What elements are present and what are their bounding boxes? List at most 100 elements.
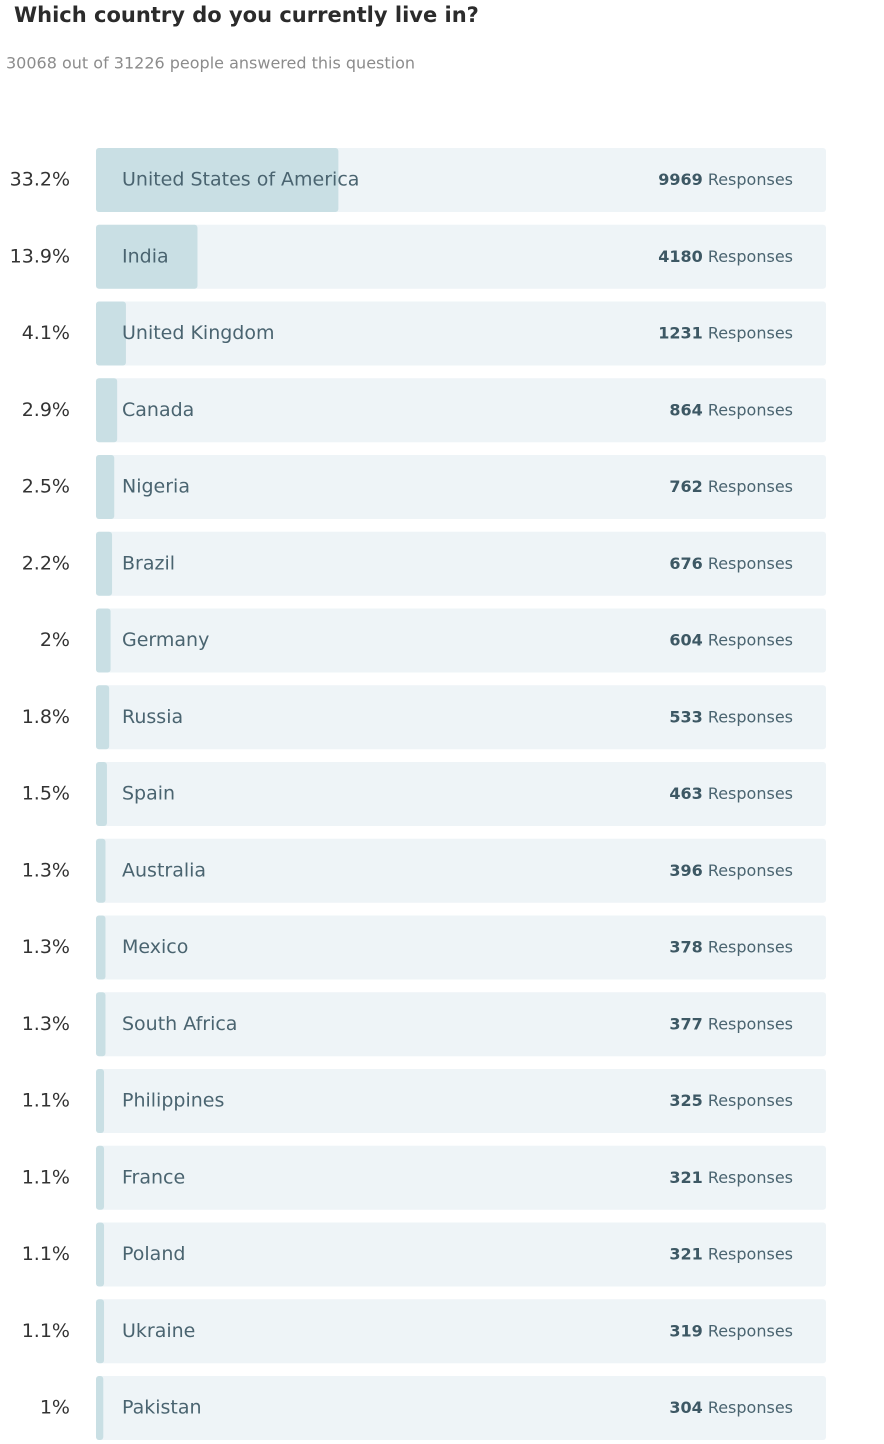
percent-label: 1.3%: [22, 859, 70, 881]
bar: [96, 148, 339, 212]
response-number: 676: [669, 553, 702, 572]
response-count: 9969 Responses: [658, 170, 793, 189]
response-unit: Responses: [708, 937, 793, 956]
bar-track: [96, 224, 826, 289]
country-label: Spain: [122, 783, 175, 805]
response-count: 463 Responses: [669, 784, 793, 803]
bar-track: [96, 1222, 826, 1287]
response-unit: Responses: [708, 1321, 793, 1340]
bar: [96, 378, 118, 443]
response-number: 321: [669, 1167, 702, 1186]
country-label: India: [122, 245, 169, 267]
response-unit: Responses: [708, 630, 793, 649]
chart-subtitle: 30068 out of 31226 people answered this …: [6, 54, 415, 73]
response-unit: Responses: [708, 323, 793, 342]
response-count: 378 Responses: [669, 937, 793, 956]
percent-label: 2%: [40, 629, 70, 651]
percent-label: 2.2%: [22, 552, 70, 574]
bar: [96, 1069, 105, 1133]
country-label: Brazil: [122, 552, 175, 574]
percent-label: 1.1%: [22, 1243, 70, 1265]
bar-track: [96, 1376, 826, 1440]
bar: [96, 224, 198, 289]
response-unit: Responses: [708, 860, 793, 879]
country-label: Ukraine: [122, 1320, 195, 1342]
bar-track: [96, 455, 826, 519]
response-number: 304: [669, 1398, 702, 1417]
percent-label: 33.2%: [10, 169, 70, 191]
response-number: 604: [669, 630, 702, 649]
response-number: 1231: [658, 323, 703, 342]
bar-track: [96, 608, 826, 673]
country-label: France: [122, 1166, 185, 1188]
percent-label: 1.8%: [22, 706, 70, 728]
country-label: Canada: [122, 399, 194, 421]
response-unit: Responses: [708, 1014, 793, 1033]
bar-track: [96, 685, 826, 750]
response-count: 377 Responses: [669, 1014, 793, 1033]
response-unit: Responses: [708, 1091, 793, 1110]
bar-track: [96, 992, 826, 1057]
response-number: 319: [669, 1321, 702, 1340]
response-unit: Responses: [708, 707, 793, 726]
response-count: 864 Responses: [669, 400, 793, 419]
response-number: 321: [669, 1244, 702, 1263]
percent-label: 1.1%: [22, 1090, 70, 1112]
bar: [96, 992, 106, 1057]
percent-label: 1.3%: [22, 936, 70, 958]
response-number: 9969: [658, 170, 703, 189]
percent-label: 2.5%: [22, 476, 70, 498]
response-number: 325: [669, 1091, 702, 1110]
bar: [96, 915, 106, 980]
response-unit: Responses: [708, 246, 793, 265]
bar-track: [96, 1069, 826, 1133]
bar: [96, 301, 126, 366]
chart-title: Which country do you currently live in?: [14, 3, 479, 27]
response-unit: Responses: [708, 553, 793, 572]
bar: [96, 531, 113, 596]
response-count: 1231 Responses: [658, 323, 793, 342]
response-number: 533: [669, 707, 702, 726]
response-unit: Responses: [708, 784, 793, 803]
bar: [96, 1299, 105, 1364]
percent-label: 1.5%: [22, 783, 70, 805]
response-count: 321 Responses: [669, 1244, 793, 1263]
bar: [96, 685, 110, 750]
bar-track: [96, 531, 826, 596]
response-count: 533 Responses: [669, 707, 793, 726]
response-number: 762: [669, 477, 702, 496]
country-label: Germany: [122, 629, 209, 651]
bar: [96, 1145, 105, 1210]
bar: [96, 455, 115, 519]
response-number: 378: [669, 937, 702, 956]
country-label: Nigeria: [122, 476, 190, 498]
bar-track: [96, 838, 826, 903]
response-number: 377: [669, 1014, 702, 1033]
percent-label: 2.9%: [22, 399, 70, 421]
response-unit: Responses: [708, 477, 793, 496]
bar-track: [96, 915, 826, 980]
bar-track: [96, 301, 826, 366]
bar-track: [96, 1145, 826, 1210]
response-unit: Responses: [708, 1167, 793, 1186]
percent-label: 13.9%: [10, 245, 70, 267]
response-unit: Responses: [708, 170, 793, 189]
country-label: Philippines: [122, 1090, 224, 1112]
response-count: 396 Responses: [669, 860, 793, 879]
response-count: 325 Responses: [669, 1091, 793, 1110]
country-label: Pakistan: [122, 1397, 202, 1419]
country-label: South Africa: [122, 1013, 237, 1035]
response-count: 762 Responses: [669, 477, 793, 496]
response-count: 4180 Responses: [658, 246, 793, 265]
bar-track: [96, 762, 826, 826]
bar: [96, 1376, 104, 1440]
response-unit: Responses: [708, 400, 793, 419]
bar-track: [96, 378, 826, 443]
response-number: 864: [669, 400, 702, 419]
percent-label: 1%: [40, 1397, 70, 1419]
country-label: United Kingdom: [122, 322, 275, 344]
bar: [96, 838, 106, 903]
bar: [96, 762, 107, 826]
